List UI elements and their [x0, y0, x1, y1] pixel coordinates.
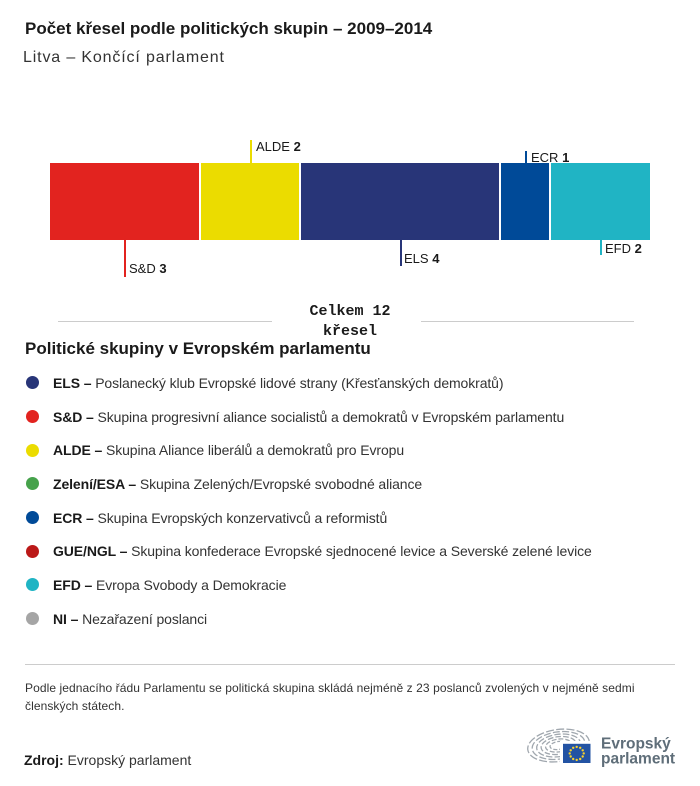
svg-text:parlament: parlament — [601, 751, 675, 768]
svg-text:Evropský: Evropský — [601, 736, 671, 753]
